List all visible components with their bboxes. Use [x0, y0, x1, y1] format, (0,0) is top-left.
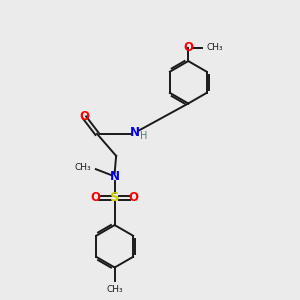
Text: O: O: [128, 191, 139, 204]
Text: H: H: [140, 131, 147, 141]
Text: S: S: [110, 191, 119, 204]
Text: O: O: [183, 41, 193, 54]
Text: CH₃: CH₃: [74, 163, 91, 172]
Text: O: O: [91, 191, 101, 204]
Text: CH₃: CH₃: [206, 43, 223, 52]
Text: N: N: [110, 170, 120, 183]
Text: N: N: [130, 126, 140, 139]
Text: CH₃: CH₃: [106, 285, 123, 294]
Text: O: O: [80, 110, 90, 123]
